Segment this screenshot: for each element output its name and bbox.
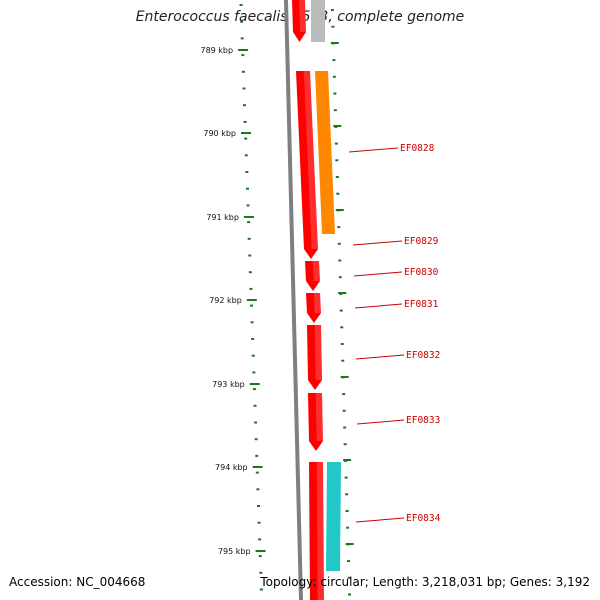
- gene-leader-line: [355, 517, 405, 523]
- gene-arrow-ef0830: [305, 261, 320, 291]
- gene-arrow-ef0832-shade: [314, 325, 322, 380]
- scale-label: 794 kbp: [215, 463, 248, 472]
- gene-arrow-ef0833: [308, 393, 323, 451]
- scale-label: 790 kbp: [203, 129, 236, 138]
- gene-arrow-ef0831: [306, 293, 321, 323]
- gene-leader-line: [355, 354, 405, 360]
- gene-cyan: [326, 462, 341, 571]
- gene-arrow-ef0830-shade: [312, 261, 320, 281]
- gene-arrow-ef0828-shade: [303, 71, 318, 249]
- gene-arrow-ef0833-shade: [315, 393, 323, 441]
- gene-arrow-ef0831-shade: [313, 293, 321, 313]
- gene-arrow-ef0834: [309, 462, 324, 600]
- gene-label: EF0831: [404, 299, 439, 310]
- gene-label: EF0829: [404, 236, 439, 247]
- gene-label: EF0833: [406, 415, 440, 426]
- gene-label: EF0830: [404, 267, 439, 278]
- scale-label: 792 kbp: [209, 296, 242, 305]
- topology-text: Topology: circular; Length: 3,218,031 bp…: [260, 575, 590, 589]
- gene-arrow-ef0832: [307, 325, 322, 390]
- gene-leader-line: [353, 271, 403, 277]
- scale-label: 793 kbp: [212, 380, 245, 389]
- gene-arrow-top: [292, 0, 306, 42]
- gene-arrow-top-shade: [299, 0, 306, 32]
- gene-orange: [315, 71, 335, 234]
- scale-label: 791 kbp: [206, 213, 239, 222]
- scale-label: 789 kbp: [200, 46, 233, 55]
- gene-gray-top: [311, 0, 325, 42]
- gene-label: EF0832: [406, 350, 440, 361]
- accession-text: Accession: NC_004668: [9, 575, 146, 589]
- gene-arrow-ef0834-shade: [316, 462, 324, 600]
- gene-label: EF0828: [400, 143, 435, 154]
- gene-leader-line: [348, 147, 399, 153]
- gene-leader-line: [352, 240, 403, 246]
- gene-leader-line: [354, 303, 403, 309]
- scale-label: 795 kbp: [218, 547, 251, 556]
- gene-arrow-ef0828: [296, 71, 318, 259]
- genome-backbone: [284, 0, 303, 600]
- gene-label: EF0834: [406, 513, 441, 524]
- gene-leader-line: [356, 419, 405, 425]
